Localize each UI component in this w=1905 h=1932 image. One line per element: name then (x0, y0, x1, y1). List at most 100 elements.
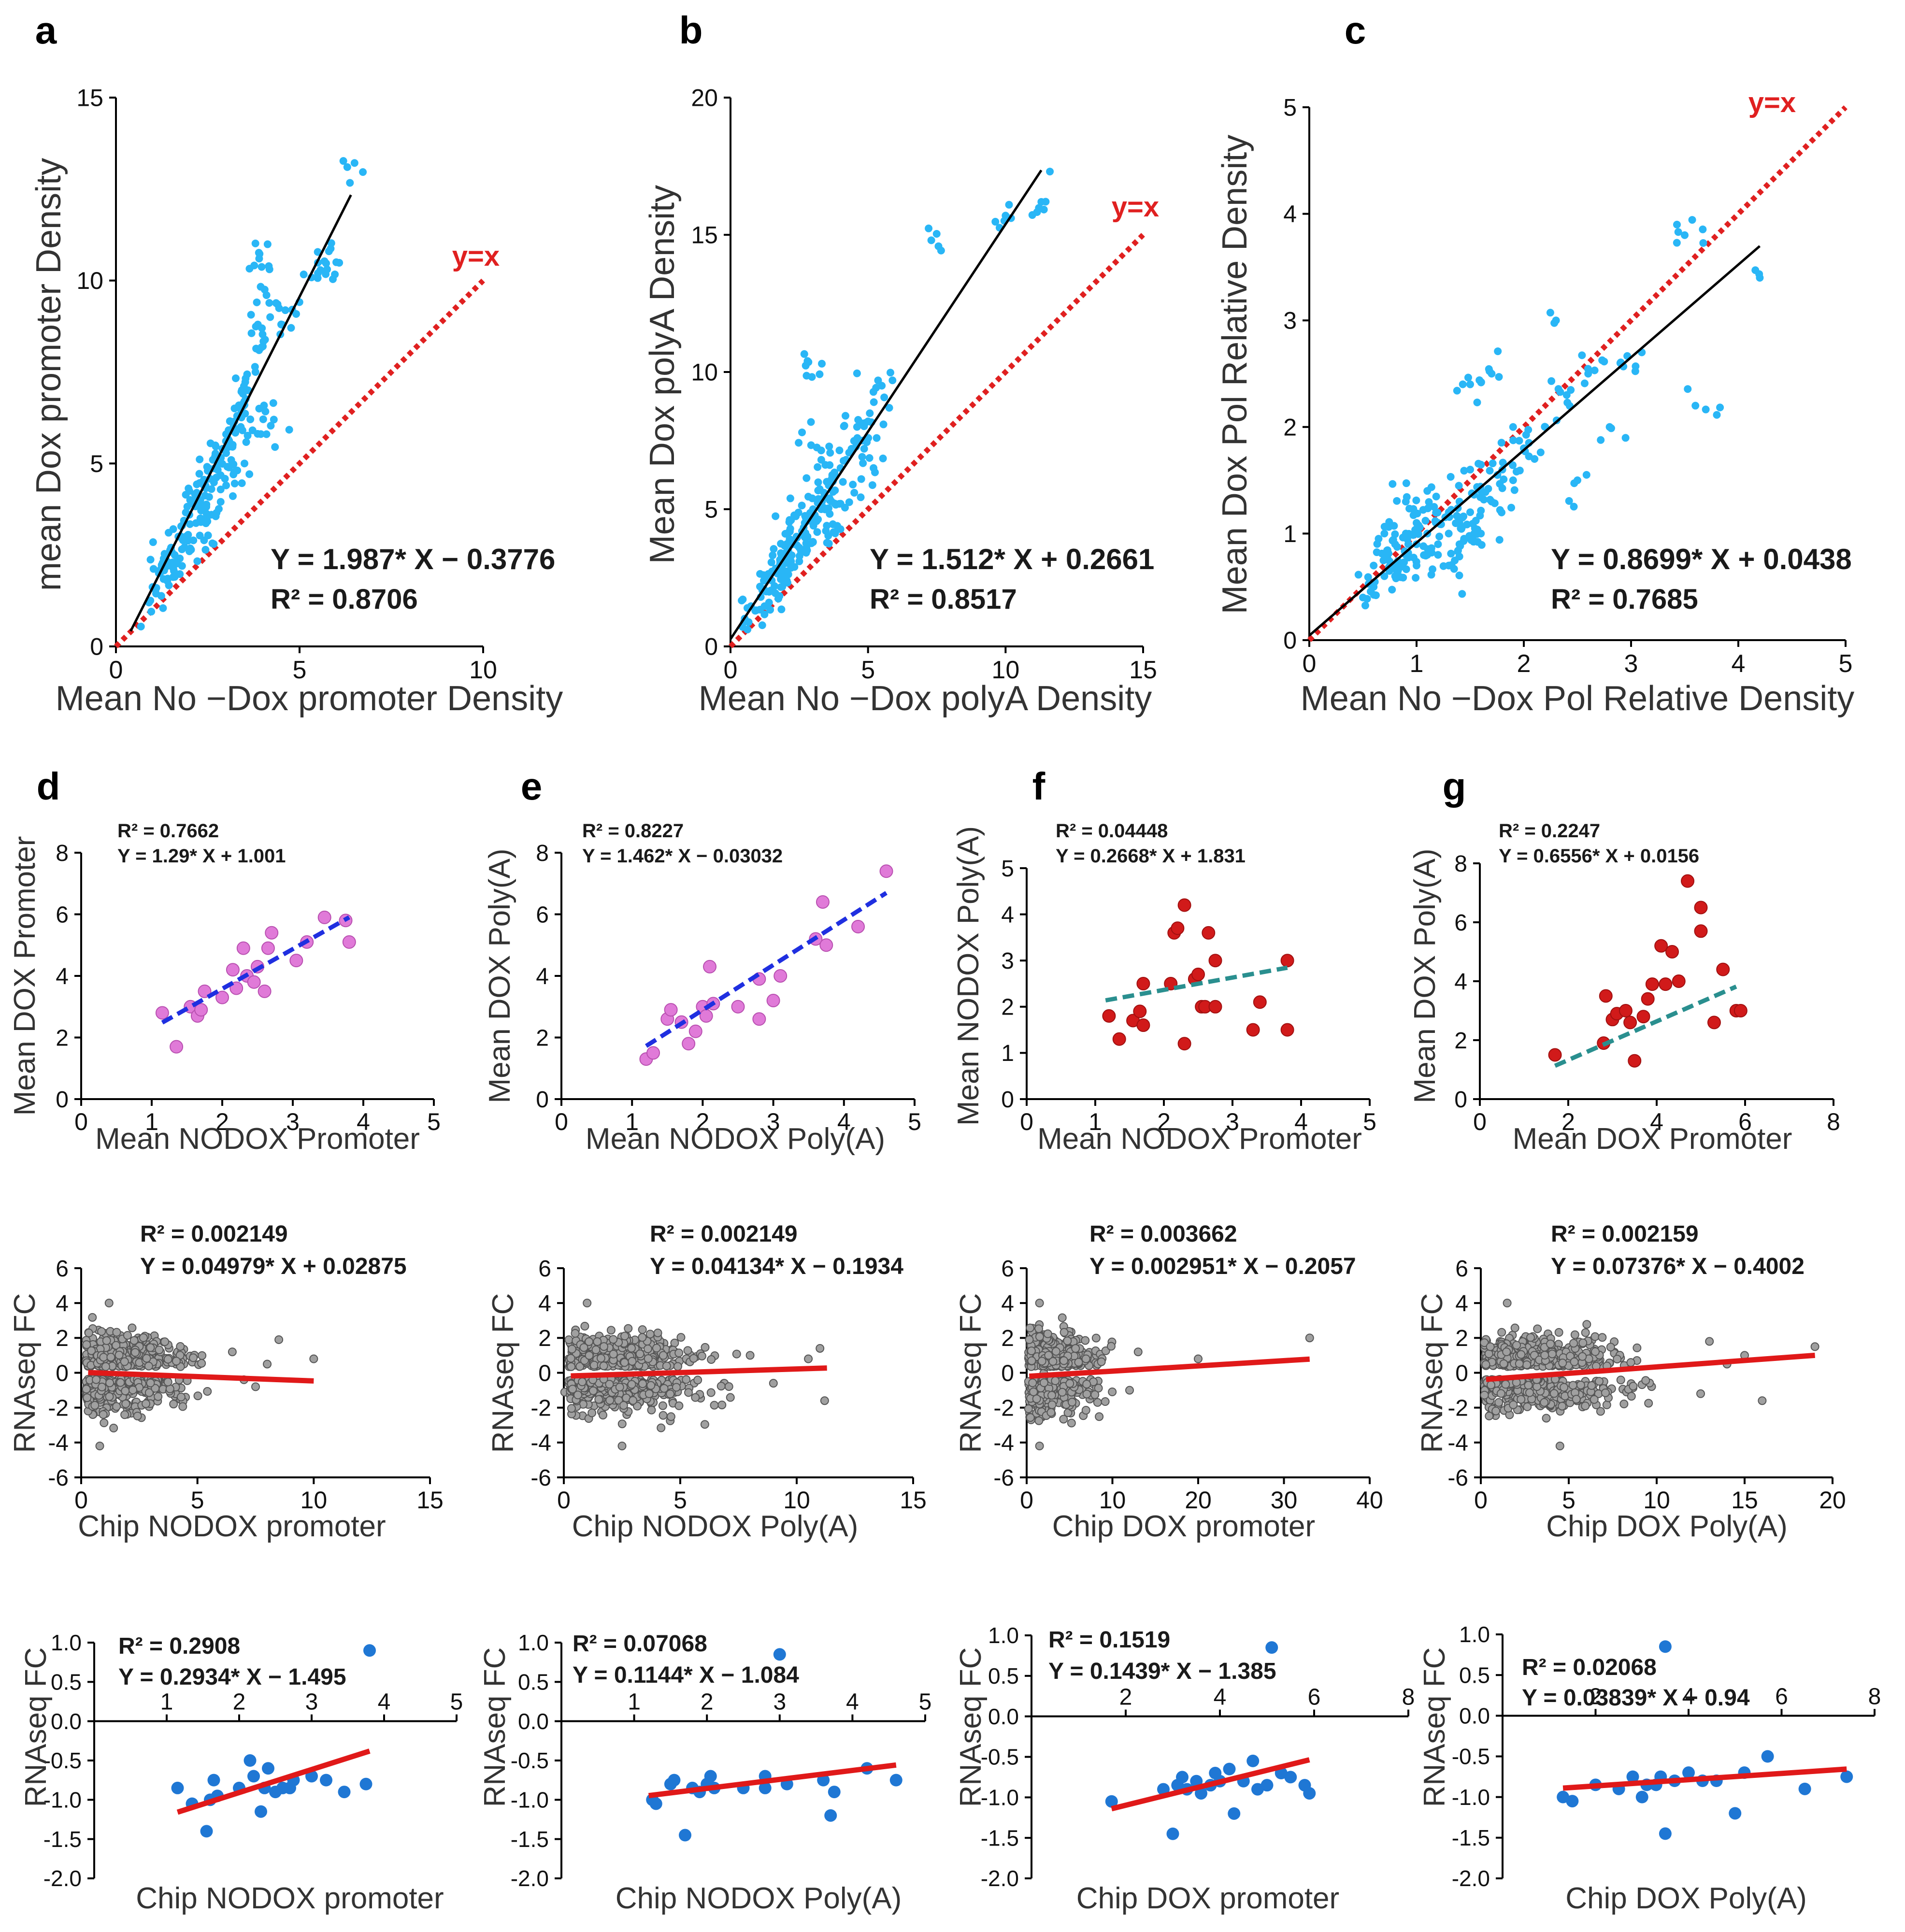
data-point (260, 401, 268, 410)
y-tick-label: 20 (691, 85, 718, 112)
identity-label: y=x (452, 241, 500, 272)
data-point (703, 959, 717, 973)
data-point (673, 1362, 682, 1371)
data-point (97, 1327, 106, 1336)
y-tick-label: 1.0 (518, 1630, 549, 1655)
regression-line (161, 915, 351, 1025)
data-point (707, 1355, 716, 1364)
data-point (1434, 540, 1442, 548)
x-axis-label: Mean NODOX Poly(A) (586, 1122, 885, 1156)
data-point (289, 954, 303, 968)
data-point (149, 565, 158, 573)
data-point (1026, 1413, 1035, 1422)
y-tick-label: -6 (1447, 1465, 1468, 1491)
data-point (767, 558, 775, 566)
data-point (1672, 974, 1686, 988)
data-point (820, 1396, 829, 1405)
data-point (849, 481, 857, 489)
x-tick-label: 5 (1839, 650, 1853, 678)
data-point (1546, 1339, 1555, 1348)
data-point (1570, 502, 1578, 511)
data-point (769, 1379, 778, 1388)
data-point (1510, 1323, 1519, 1332)
data-point (818, 359, 826, 368)
r-squared: R² = 0.002149 (650, 1221, 798, 1247)
y-tick-label: -4 (48, 1431, 69, 1456)
data-point (1058, 1388, 1067, 1397)
data-point (1067, 1398, 1076, 1407)
r-squared: R² = 0.7662 (117, 820, 219, 842)
y-tick-label: 0 (56, 1087, 69, 1113)
data-point (853, 434, 861, 442)
data-point (246, 415, 255, 424)
data-point (84, 1329, 93, 1338)
data-point (1133, 1347, 1143, 1357)
data-point (1490, 499, 1499, 507)
data-point (865, 454, 874, 462)
data-point (790, 511, 799, 519)
data-point (1512, 1341, 1521, 1350)
data-point (1037, 1357, 1046, 1366)
data-point (752, 606, 760, 615)
data-point (674, 1401, 684, 1410)
y-axis-label: RNAseq FC (487, 1293, 520, 1453)
y-tick-label: 0.0 (51, 1709, 82, 1734)
data-point (1477, 378, 1485, 386)
regression-equation: Y = 0.1144* X − 1.084 (573, 1662, 799, 1688)
data-point (1558, 1402, 1567, 1411)
r-squared: R² = 0.02068 (1522, 1655, 1657, 1680)
data-point (1450, 565, 1458, 573)
data-point (828, 1786, 841, 1799)
data-point (644, 1354, 653, 1363)
data-point (666, 1412, 675, 1421)
data-point (1498, 508, 1506, 516)
chart-panel-e1: e 0 2 4 6 8 0 1 2 3 4 5 Mean NODOX Poly(A) Mean DOX P… (483, 765, 921, 1156)
x-tick-label: 15 (900, 1487, 927, 1514)
data-point (1623, 1016, 1637, 1030)
data-point (1051, 1347, 1060, 1356)
x-tick-label: 4 (1294, 1108, 1308, 1135)
data-point (1136, 977, 1150, 990)
data-point (1560, 1383, 1569, 1392)
data-point (777, 605, 786, 614)
data-point (620, 1331, 630, 1341)
y-tick-label: 6 (56, 902, 69, 928)
x-tick-label: 20 (1819, 1487, 1846, 1514)
data-point (335, 258, 344, 267)
y-tick-label: 0 (538, 1360, 551, 1386)
data-point (212, 473, 220, 482)
data-point (266, 313, 274, 321)
data-point (1364, 573, 1372, 581)
data-point (1601, 1388, 1610, 1397)
data-point (1046, 168, 1054, 176)
data-point (1510, 486, 1518, 494)
data-point (1074, 1358, 1083, 1367)
data-point (1699, 239, 1707, 247)
data-point (1713, 411, 1721, 419)
data-point (97, 1382, 106, 1391)
x-tick-label: 15 (416, 1487, 444, 1514)
data-point (1628, 1054, 1642, 1068)
x-tick-label: 8 (1402, 1685, 1415, 1710)
data-point (195, 470, 203, 478)
data-point (873, 434, 881, 442)
x-tick-label: 0 (557, 1487, 571, 1514)
data-point (189, 1353, 198, 1362)
data-point (1498, 484, 1506, 492)
data-point (786, 516, 794, 524)
data-point (1025, 1335, 1034, 1344)
data-point (198, 984, 212, 998)
data-point (1487, 1380, 1496, 1389)
data-point (800, 350, 808, 358)
x-tick-label: 5 (673, 1487, 687, 1514)
data-point (1047, 1400, 1057, 1409)
data-point (1416, 523, 1424, 531)
data-points (1102, 898, 1294, 1051)
data-point (262, 430, 271, 438)
data-point (840, 422, 848, 430)
data-point (1035, 1332, 1044, 1341)
data-point (688, 1024, 702, 1038)
data-point (1101, 1397, 1110, 1406)
